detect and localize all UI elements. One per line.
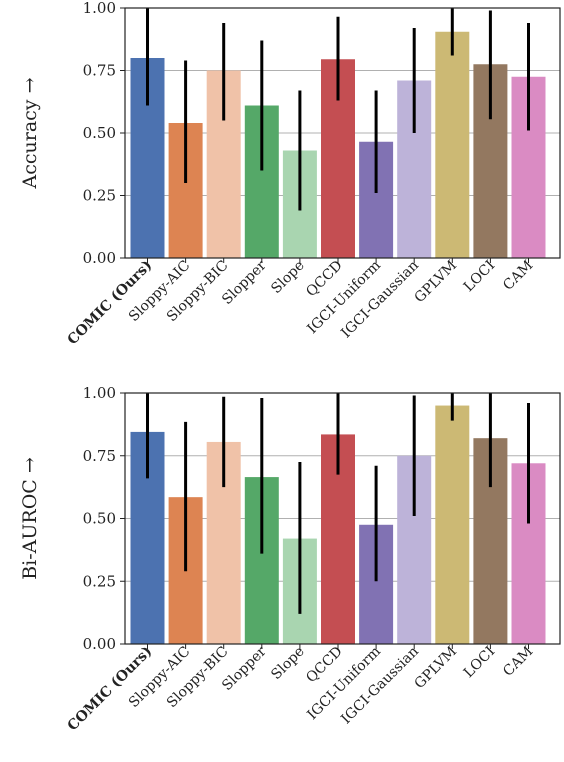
chart2-ylabel: Bi-AUROC →: [19, 457, 41, 580]
chart1-ytick-label: 0.75: [83, 62, 116, 80]
chart2-ytick-label: 1.00: [83, 384, 116, 402]
chart1-ytick-label: 0.25: [83, 187, 116, 205]
chart1-axes-frame: [124, 7, 561, 259]
chart1-category-label-gplvm: GPLVM: [412, 258, 461, 307]
chart1-ylabel: Accuracy →: [19, 77, 41, 189]
chart2-category-label-cam: CAM: [500, 644, 536, 680]
chart2-bar-gplvm: [435, 405, 470, 644]
chart2-category-label-slope: Slope: [268, 644, 307, 683]
chart1-ytick-label: 0.50: [83, 124, 116, 142]
chart2-category-label-loci: LOCI: [461, 644, 498, 681]
chart2-ytick-label: 0.25: [83, 572, 116, 590]
chart2-ytick-label: 0.50: [83, 510, 116, 528]
chart1-category-label-slope: Slope: [268, 258, 307, 297]
chart1-category-label-loci: LOCI: [461, 258, 498, 295]
chart2-category-label-gplvm: GPLVM: [412, 644, 461, 693]
chart1-category-label-cam: CAM: [500, 258, 536, 294]
chart1-ytick-label: 0.00: [83, 249, 116, 267]
chart2-ytick-label: 0.00: [83, 635, 116, 653]
chart2-axes-frame: [124, 392, 561, 645]
chart2-ytick-label: 0.75: [83, 447, 116, 465]
chart1-ytick-label: 1.00: [83, 0, 116, 17]
chart1-bar-gplvm: [435, 31, 470, 258]
